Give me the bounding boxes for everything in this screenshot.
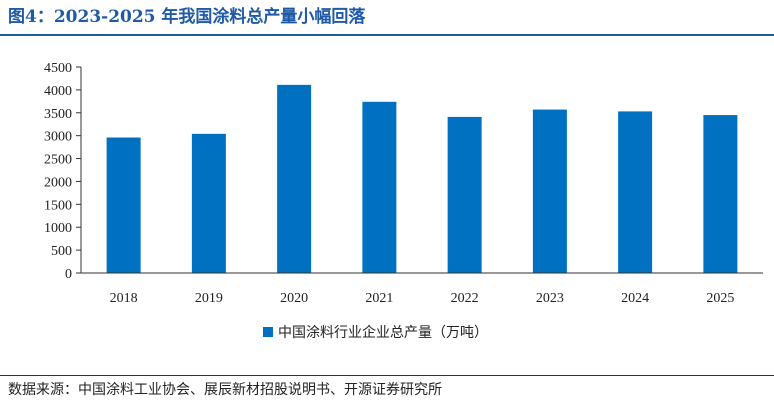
bar-2021 <box>362 101 397 273</box>
x-tick-label: 2018 <box>110 291 138 306</box>
x-tick-label: 2024 <box>621 291 649 306</box>
bar-2024 <box>618 111 653 273</box>
y-axis-ticks: 0 500 1000 1500 2000 2500 3000 3500 4000 4500 <box>44 61 81 282</box>
y-tick-label: 500 <box>51 244 72 259</box>
source-note: 数据来源：中国涂料工业协会、展辰新材招股说明书、开源证券研究所 <box>8 382 442 398</box>
bar-chart: 0 500 1000 1500 2000 2500 3000 3500 4000 4500 201… <box>44 61 763 341</box>
bar-2022 <box>447 116 482 273</box>
bar-2019 <box>191 133 226 273</box>
x-tick-label: 2019 <box>195 291 223 306</box>
y-tick-label: 2500 <box>44 153 72 168</box>
x-tick-label: 2023 <box>536 291 564 306</box>
bar-2020 <box>277 84 312 273</box>
legend-swatch <box>263 327 273 337</box>
x-axis-ticks: 2018 2019 2020 2021 2022 2023 2024 2025 <box>110 291 735 306</box>
title-divider <box>0 34 774 36</box>
bar-2025 <box>703 115 738 273</box>
y-tick-label: 3500 <box>44 107 72 122</box>
y-tick-label: 1000 <box>44 221 72 236</box>
x-tick-label: 2021 <box>365 291 393 306</box>
y-tick-label: 2000 <box>44 175 72 190</box>
y-tick-label: 4000 <box>44 84 72 99</box>
y-tick-label: 4500 <box>44 61 72 76</box>
x-tick-label: 2022 <box>451 291 479 306</box>
y-tick-label: 1500 <box>44 198 72 213</box>
bar-2023 <box>532 109 567 273</box>
figure-title: 图4：2023-2025 年我国涂料总产量小幅回落 <box>8 7 366 27</box>
y-tick-label: 3000 <box>44 130 72 145</box>
x-tick-label: 2025 <box>706 291 734 306</box>
source-divider <box>0 375 774 376</box>
legend: 中国涂料行业企业总产量（万吨） <box>263 324 488 341</box>
bars <box>106 84 738 273</box>
legend-label: 中国涂料行业企业总产量（万吨） <box>278 324 488 341</box>
bar-2018 <box>106 137 141 273</box>
x-tick-label: 2020 <box>280 291 308 306</box>
y-tick-label: 0 <box>65 267 72 282</box>
